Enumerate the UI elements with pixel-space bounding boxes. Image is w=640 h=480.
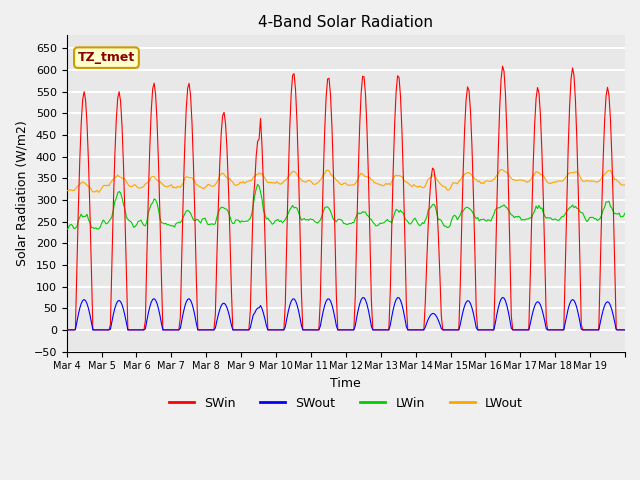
Title: 4-Band Solar Radiation: 4-Band Solar Radiation xyxy=(259,15,433,30)
Legend: SWin, SWout, LWin, LWout: SWin, SWout, LWin, LWout xyxy=(164,392,528,415)
Y-axis label: Solar Radiation (W/m2): Solar Radiation (W/m2) xyxy=(15,120,28,266)
X-axis label: Time: Time xyxy=(330,377,361,390)
Text: TZ_tmet: TZ_tmet xyxy=(78,51,135,64)
